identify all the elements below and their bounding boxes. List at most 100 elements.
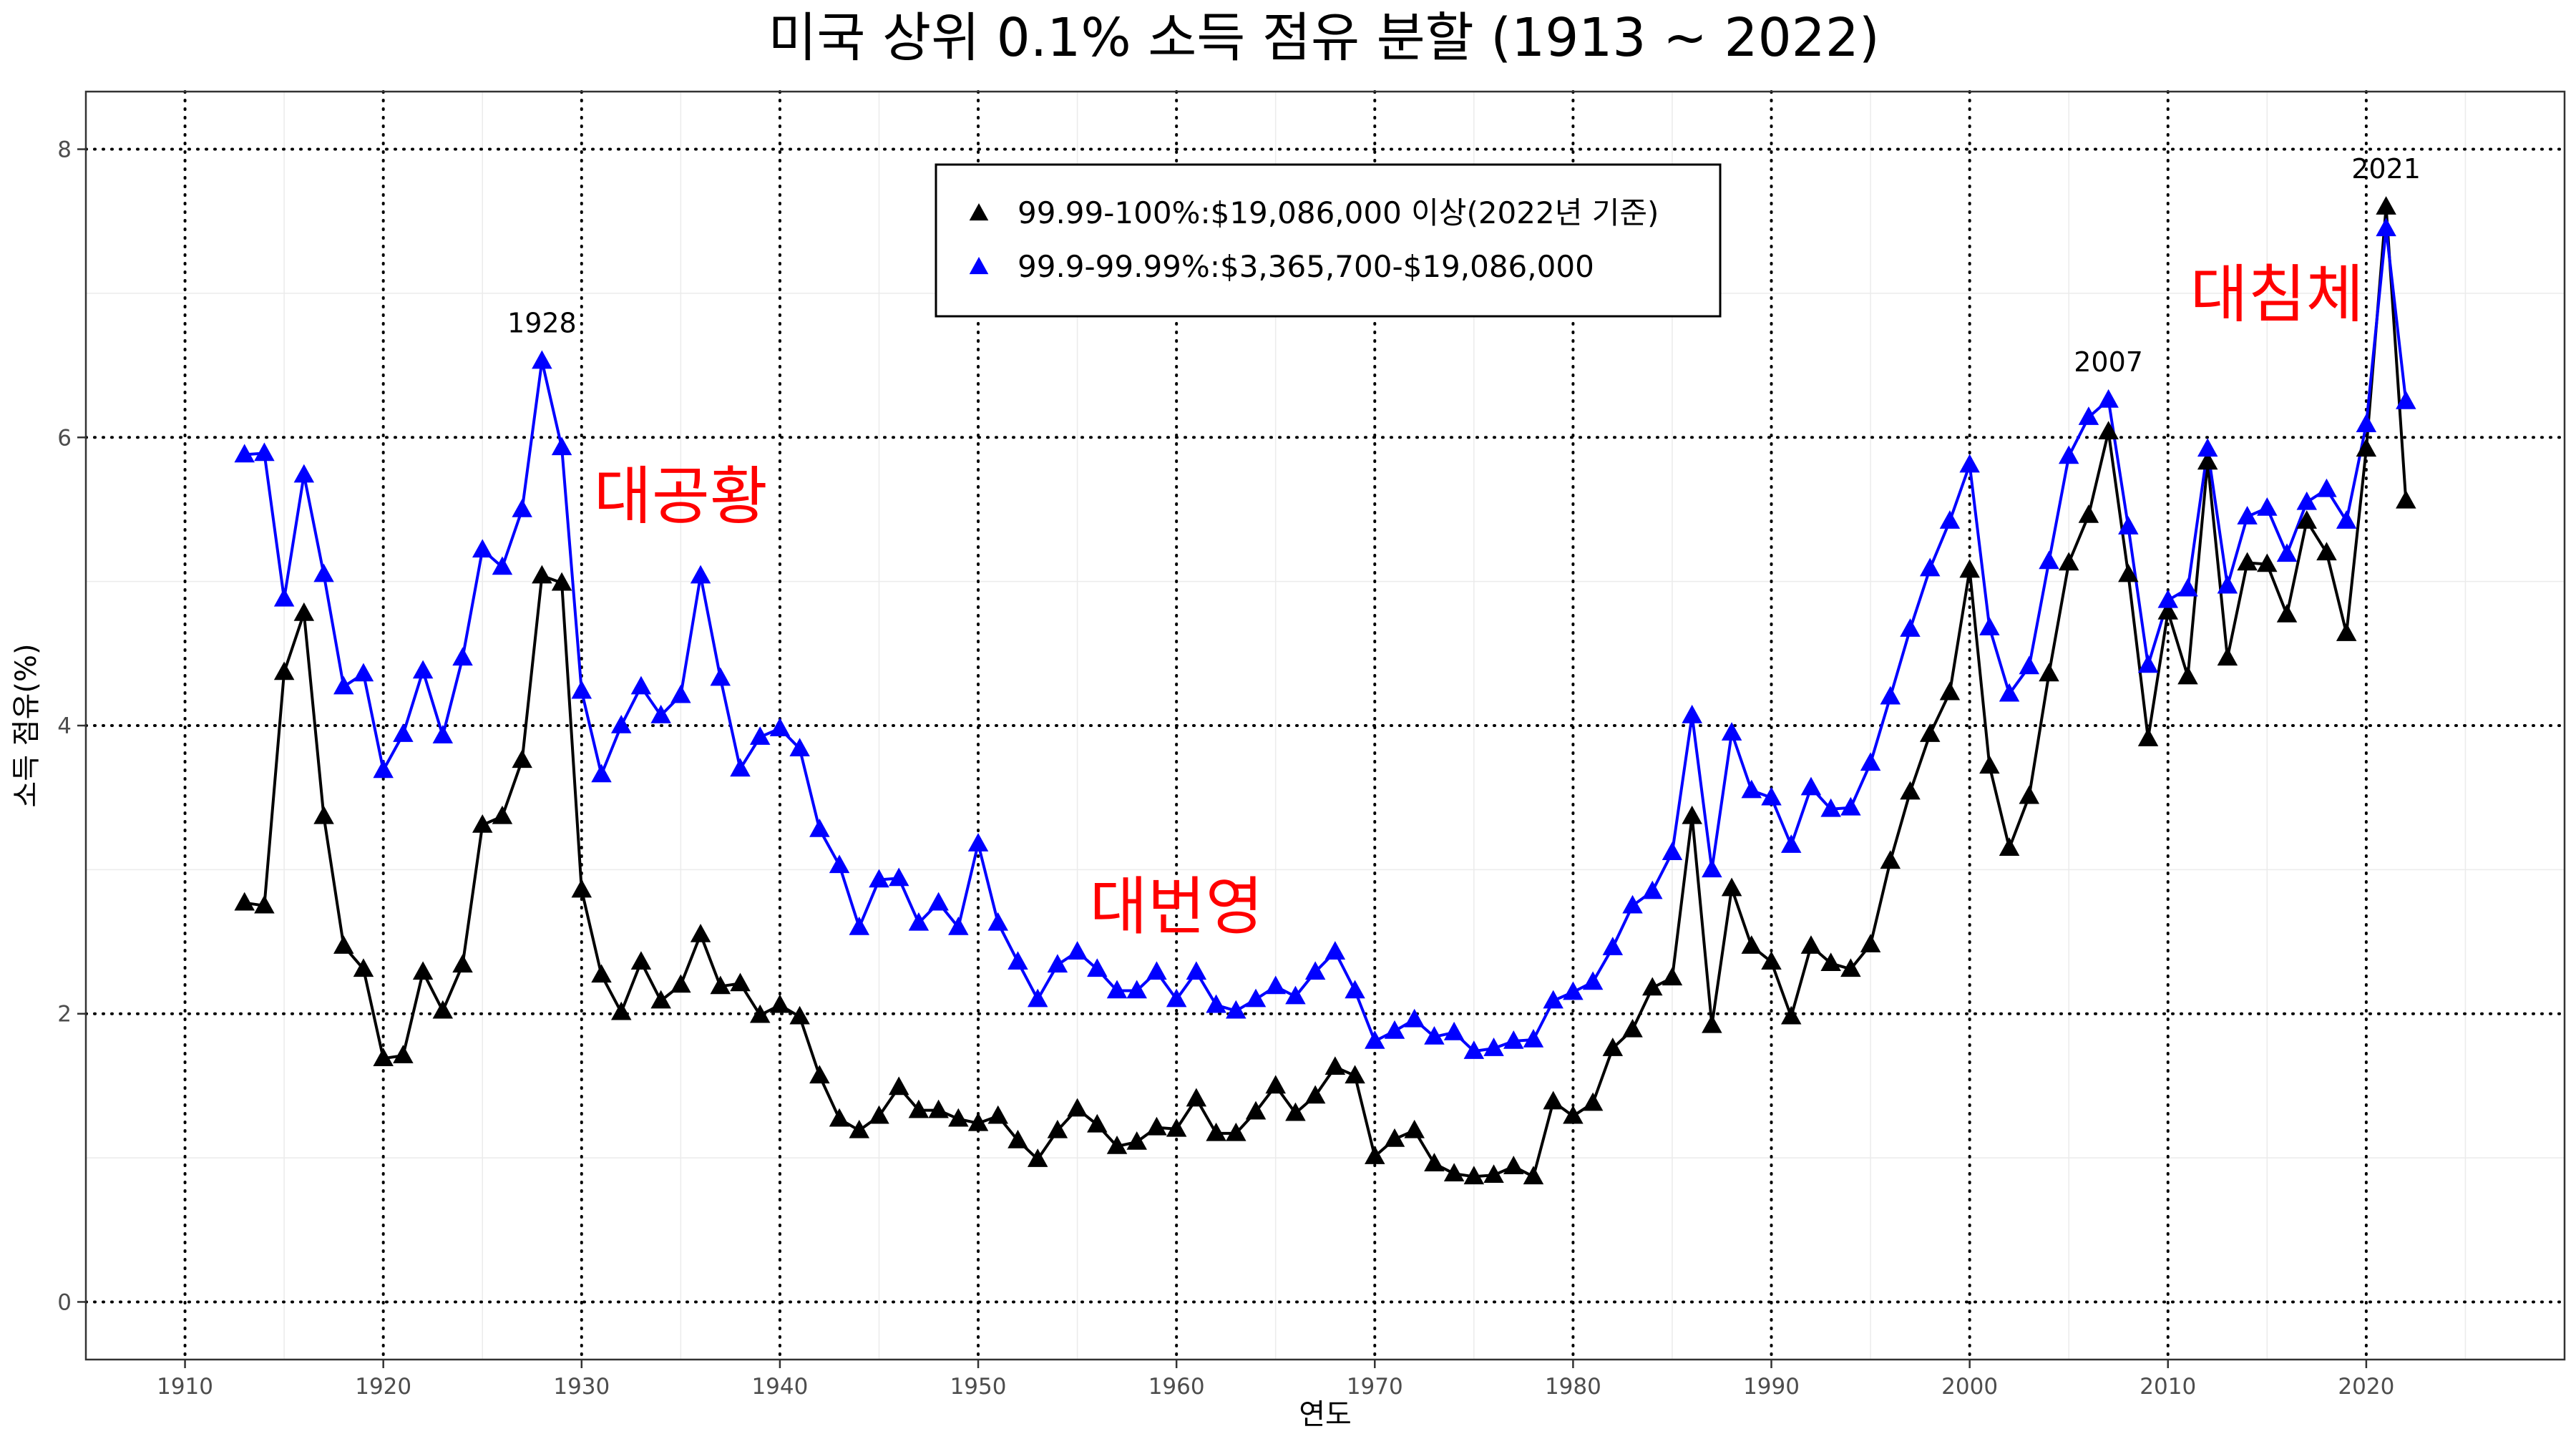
- series-1-point: [730, 972, 751, 992]
- series-1-point: [948, 1108, 969, 1127]
- series-2-point: [2039, 550, 2059, 570]
- series-1-point: [1324, 1056, 1346, 1075]
- series-1-point: [1880, 850, 1901, 869]
- series-2-point: [452, 647, 473, 666]
- series-2-point: [1027, 988, 1048, 1008]
- series-2-point: [1126, 980, 1147, 999]
- series-1-point: [2356, 438, 2377, 457]
- x-tick-label: 1950: [950, 1374, 1007, 1400]
- series-2-point: [1860, 752, 1881, 771]
- series-2-point: [1304, 961, 1326, 980]
- legend-label: 99.9-99.99%:$3,365,700-$19,086,000: [1018, 249, 1594, 284]
- series-2-point: [650, 704, 671, 723]
- series-2-point: [749, 726, 771, 745]
- series-1-point: [1384, 1128, 1405, 1147]
- peak-label: 1928: [507, 308, 577, 339]
- series-1-point: [1702, 1014, 1722, 1033]
- series-1-point: [1146, 1116, 1167, 1136]
- series-2-point: [1800, 776, 1822, 796]
- series-2-point: [1721, 722, 1742, 741]
- series-1-point: [2157, 600, 2179, 620]
- series-1-point: [769, 994, 791, 1013]
- series-2-point: [2396, 390, 2416, 409]
- series-2-point: [1999, 683, 2020, 702]
- series-1-point: [2316, 542, 2337, 561]
- y-tick-label: 6: [57, 425, 72, 451]
- series-1-point: [749, 1004, 771, 1023]
- series-2-point: [1483, 1038, 1504, 1056]
- series-2-point: [690, 565, 711, 584]
- series-2-point: [1820, 798, 1841, 817]
- chart-title: 미국 상위 0.1% 소득 점유 분할 (1913 ~ 2022): [768, 7, 1879, 69]
- series-1-point: [333, 935, 354, 954]
- series-2-point: [1840, 796, 1861, 816]
- series-2-point: [1345, 980, 1365, 999]
- series-1-point: [1404, 1119, 1425, 1138]
- y-tick-label: 0: [57, 1289, 72, 1315]
- series-2-point: [1285, 985, 1306, 1005]
- series-2-point: [1761, 786, 1782, 806]
- series-2-point: [412, 660, 434, 679]
- series-1-point: [1979, 755, 2000, 774]
- series-1-point: [710, 975, 731, 995]
- series-1-point: [1027, 1148, 1048, 1167]
- series-2-point: [234, 444, 255, 463]
- series-1-point: [928, 1099, 949, 1118]
- series-2-point: [1087, 958, 1108, 977]
- series-2-point: [1146, 961, 1167, 980]
- series-1-point: [2336, 623, 2357, 641]
- series-1-point: [512, 749, 532, 769]
- series-1-point: [273, 661, 295, 680]
- series-1-point: [254, 894, 275, 914]
- series-1-point: [1186, 1088, 1207, 1107]
- series-2-point: [591, 763, 612, 783]
- series-2-point: [1939, 510, 1961, 529]
- series-1-point: [1919, 723, 1941, 742]
- series-1-point: [1483, 1164, 1504, 1184]
- series-2-point: [432, 725, 454, 743]
- series-2-point: [1047, 954, 1068, 973]
- series-1-point: [2257, 553, 2278, 572]
- series-1-point: [353, 958, 374, 977]
- series-1-point: [829, 1108, 850, 1127]
- series-1-point: [1563, 1105, 1584, 1124]
- y-axis-title: 소득 점유(%): [10, 643, 43, 807]
- series-1-point: [2039, 663, 2059, 682]
- series-1-point: [2078, 504, 2099, 523]
- series-2-point: [2078, 406, 2099, 425]
- series-1-point: [1959, 559, 1980, 578]
- series-1-point: [571, 879, 592, 898]
- series-1-point: [1900, 781, 1921, 800]
- series-2-point: [908, 912, 930, 931]
- series-2-point: [730, 758, 751, 777]
- series-1-point: [1503, 1156, 1524, 1174]
- series-2-point: [373, 759, 394, 779]
- x-tick-label: 1930: [553, 1374, 610, 1400]
- series-2-point: [948, 916, 969, 935]
- series-1-point: [1443, 1163, 1465, 1182]
- series-1-point: [650, 990, 671, 1009]
- series-2-point: [273, 587, 295, 607]
- series-1-point: [2098, 421, 2119, 440]
- series-2-point: [313, 563, 334, 582]
- series-1-point: [591, 964, 612, 983]
- series-1-point: [313, 805, 334, 824]
- series-1-point: [849, 1119, 870, 1138]
- series-2-point: [789, 738, 810, 757]
- series-1-point: [1641, 977, 1663, 996]
- series-2-point: [1563, 981, 1584, 1000]
- series-2-point: [532, 350, 552, 369]
- series-1-point: [2237, 552, 2258, 571]
- series-1-point: [1067, 1098, 1088, 1117]
- series-1-point: [610, 1001, 632, 1020]
- series-2-point: [1919, 557, 1941, 577]
- series-2-point: [1702, 859, 1722, 878]
- series-1-point: [1999, 837, 2020, 856]
- series-1-point: [452, 954, 473, 973]
- series-1-point: [2197, 451, 2218, 470]
- x-tick-label: 2000: [1941, 1374, 1998, 1400]
- series-2-point: [1463, 1040, 1485, 1059]
- era-label: 대공황: [594, 459, 768, 533]
- peak-label: 2007: [2074, 346, 2143, 378]
- series-1-point: [234, 892, 255, 911]
